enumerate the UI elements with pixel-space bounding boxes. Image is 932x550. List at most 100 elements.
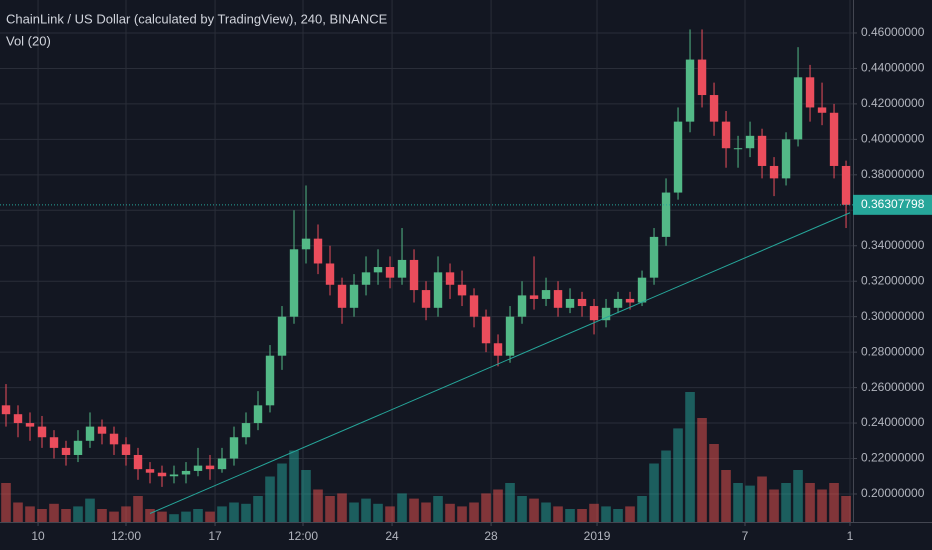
grid (0, 0, 853, 522)
candle-body (445, 272, 455, 285)
x-tick-label: 2019 (584, 529, 611, 543)
volume-bar (817, 489, 827, 522)
candle-body (457, 284, 467, 296)
candle-layer (1, 29, 851, 487)
candle-body (505, 316, 515, 356)
volume-bar (469, 502, 479, 522)
volume-bar (73, 506, 83, 522)
volume-bar (577, 509, 587, 522)
volume-bar (625, 506, 635, 522)
last-price-label: 0.36307798 (861, 197, 925, 211)
candle-body (397, 259, 407, 278)
x-tick-label: 17 (208, 529, 222, 543)
candle-body (541, 290, 551, 299)
candle-body (385, 267, 395, 278)
volume-bar (793, 470, 803, 522)
candle-body (109, 433, 119, 445)
candle-body (169, 474, 179, 477)
candle-body (193, 465, 203, 471)
candle-body (685, 59, 695, 122)
candle-body (613, 298, 623, 308)
volume-bar (217, 506, 227, 522)
candle-body (757, 135, 767, 166)
volume-bar (25, 506, 35, 522)
candle-body (673, 121, 683, 193)
x-tick-label: 12:00 (288, 529, 318, 543)
y-tick-label: 0.30000000 (861, 309, 925, 323)
candle-body (1, 405, 11, 415)
volume-bar (409, 498, 419, 522)
volume-bar (157, 511, 167, 522)
candle-body (601, 307, 611, 321)
volume-bar (385, 506, 395, 522)
candle-body (73, 440, 83, 455)
volume-bar (745, 485, 755, 522)
candle-body (205, 465, 215, 470)
y-tick-label: 0.26000000 (861, 380, 925, 394)
candle-body (709, 95, 719, 122)
candle-body (517, 295, 527, 317)
candle-body (697, 59, 707, 96)
candle-body (769, 165, 779, 179)
volume-bar (649, 463, 659, 522)
candle-body (529, 295, 539, 299)
candle-body (265, 355, 275, 406)
candle-body (157, 472, 167, 477)
candle-body (289, 249, 299, 317)
candle-body (721, 121, 731, 149)
volume-bar (145, 509, 155, 522)
volume-bar (457, 506, 467, 522)
candle-body (805, 77, 815, 108)
volume-bar (661, 450, 671, 522)
volume-bar (685, 392, 695, 522)
volume-bar (373, 503, 383, 522)
volume-bar (109, 511, 119, 522)
candle-body (481, 316, 491, 344)
volume-bar (337, 493, 347, 522)
volume-bar (517, 496, 527, 522)
candle-body (469, 295, 479, 317)
volume-bar (637, 496, 647, 522)
y-tick-label: 0.42000000 (861, 96, 925, 110)
volume-bar (709, 444, 719, 522)
x-tick-label: 28 (484, 529, 498, 543)
candle-body (133, 454, 143, 470)
x-tick-label: 10 (31, 529, 45, 543)
x-tick-label: 7 (742, 529, 749, 543)
candle-body (565, 298, 575, 308)
candle-body (13, 414, 23, 424)
candle-body (25, 423, 35, 427)
volume-bar (733, 483, 743, 522)
volume-bar (421, 502, 431, 522)
candle-body (589, 306, 599, 321)
volume-layer (1, 392, 851, 522)
volume-bar (697, 418, 707, 522)
candle-body (781, 139, 791, 179)
candle-body (421, 290, 431, 308)
volume-bar (505, 483, 515, 522)
volume-bar (229, 502, 239, 522)
volume-bar (757, 476, 767, 522)
candle-body (637, 277, 647, 303)
indicator-label: Vol (20) (6, 33, 51, 48)
y-tick-label: 0.28000000 (861, 344, 925, 358)
volume-bar (49, 503, 59, 522)
candle-body (49, 437, 59, 448)
y-tick-label: 0.32000000 (861, 273, 925, 287)
y-tick-label: 0.22000000 (861, 451, 925, 465)
candle-body (745, 135, 755, 149)
candle-body (253, 405, 263, 424)
candle-body (817, 107, 827, 113)
volume-bar (1, 483, 11, 522)
chart-title: ChainLink / US Dollar (calculated by Tra… (6, 11, 388, 26)
volume-bar (325, 496, 335, 522)
candle-body (733, 148, 743, 150)
volume-bar (781, 483, 791, 522)
candle-body (97, 426, 107, 434)
y-tick-label: 0.24000000 (861, 415, 925, 429)
candle-body (61, 447, 71, 455)
candle-body (121, 444, 131, 455)
candle-body (841, 165, 851, 205)
volume-bar (601, 506, 611, 522)
